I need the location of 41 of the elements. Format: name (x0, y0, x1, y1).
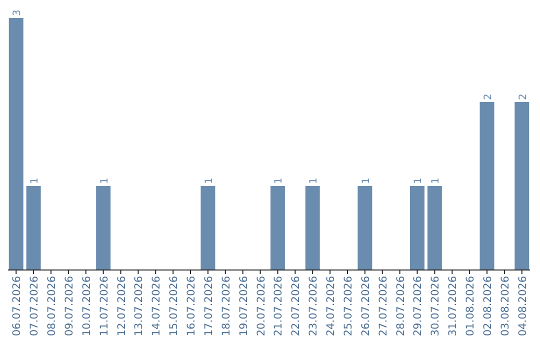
x-tick-label: 20.07.2026 (255, 276, 268, 336)
x-tick-label: 24.07.2026 (325, 276, 338, 336)
x-tick-label: 25.07.2026 (342, 276, 354, 336)
x-tick-label: 09.07.2026 (63, 276, 76, 336)
x-tick-label: 11.07.2026 (98, 276, 110, 336)
x-tick-label: 03.08.2026 (499, 276, 512, 336)
x-tick-label: 07.07.2026 (28, 276, 41, 336)
x-tick-label: 14.07.2026 (150, 276, 163, 336)
x-tick-label: 29.07.2026 (412, 276, 424, 336)
data-label: 1 (204, 178, 215, 184)
x-tick-label: 02.08.2026 (482, 276, 494, 336)
data-label: 1 (430, 178, 442, 184)
x-tick-label: 06.07.2026 (11, 276, 24, 336)
x-tick-label: 19.07.2026 (238, 276, 250, 336)
x-tick-label: 16.07.2026 (186, 276, 198, 336)
data-label: 2 (518, 94, 529, 100)
x-tick-label: 23.07.2026 (308, 276, 320, 336)
data-label: 1 (30, 178, 41, 184)
x-tick-label: 15.07.2026 (168, 276, 180, 336)
x-tick-label: 22.07.2026 (290, 276, 302, 336)
x-tick-label: 31.07.2026 (447, 276, 460, 336)
x-tick-label: 10.07.2026 (80, 276, 93, 336)
x-tick-label: 13.07.2026 (133, 276, 146, 336)
x-tick-label: 04.08.2026 (516, 276, 529, 336)
x-tick-label: 30.07.2026 (430, 276, 442, 336)
x-tick-label: 26.07.2026 (360, 276, 372, 336)
x-tick-label: 12.07.2026 (116, 276, 128, 336)
x-tick-label: 27.07.2026 (377, 276, 390, 336)
data-label: 3 (12, 10, 24, 16)
data-label: 1 (99, 178, 110, 184)
x-tick-label: 21.07.2026 (272, 276, 285, 336)
x-tick-label: 28.07.2026 (394, 276, 407, 336)
data-label: 1 (360, 178, 372, 184)
data-label: 2 (483, 94, 494, 100)
x-tick-label: 08.07.2026 (46, 276, 58, 336)
x-tick-label: 18.07.2026 (220, 276, 232, 336)
data-label: 1 (413, 178, 424, 184)
x-tick-label: 17.07.2026 (202, 276, 215, 336)
data-label: 1 (274, 178, 285, 184)
data-label: 1 (308, 178, 320, 184)
x-tick-label: 01.08.2026 (464, 276, 477, 336)
